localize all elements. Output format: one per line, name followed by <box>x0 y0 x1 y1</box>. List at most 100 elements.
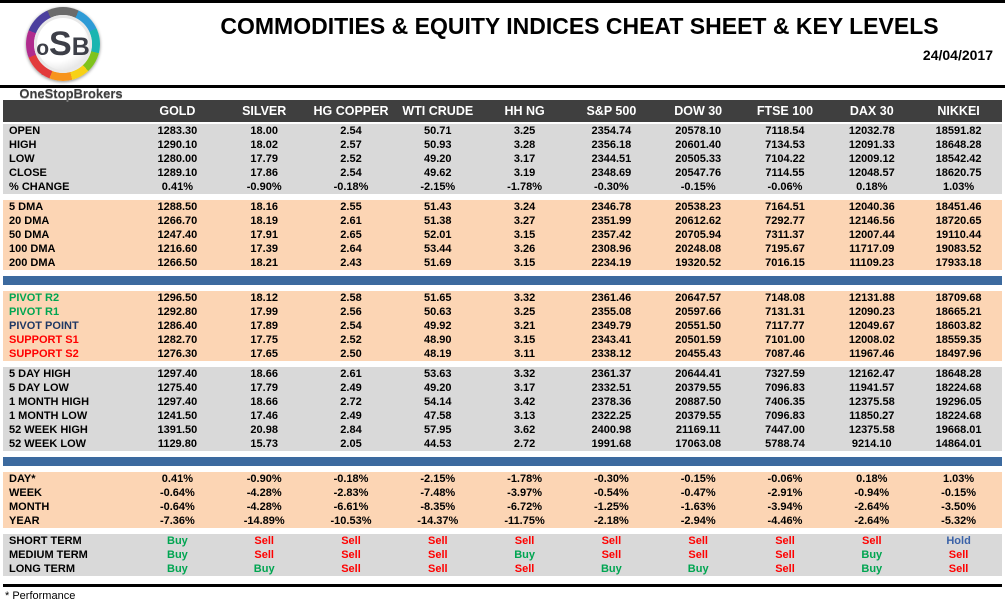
row-label-week: WEEK <box>3 486 134 500</box>
cell-week-nikkei: -0.15% <box>915 486 1002 500</box>
table-row-52-week-low: 52 WEEK LOW 1129.80 15.73 2.05 44.53 2.72 1991… <box>3 437 1002 451</box>
block-gap <box>3 528 1002 534</box>
cell-year-silver: -14.89% <box>220 514 308 528</box>
table-row-close: CLOSE 1289.10 17.86 2.54 49.62 3.19 2348.69 205… <box>3 166 1002 180</box>
cell-5-day-low-ftse-100: 7096.83 <box>741 381 829 395</box>
report-date: 24/04/2017 <box>922 47 993 63</box>
cell-support-s2-hh-ng: 3.11 <box>481 347 568 361</box>
cell-20-dma-nikkei: 18720.65 <box>915 214 1002 228</box>
cell-20-dma-gold: 1266.70 <box>134 214 221 228</box>
row-label-long-term: LONG TERM <box>3 562 134 576</box>
cell-100-dma-hh-ng: 3.26 <box>481 242 568 256</box>
cell-long-term-hh-ng: Sell <box>481 562 568 576</box>
cell-open-dax-30: 12032.78 <box>828 123 916 138</box>
block-gap <box>3 285 1002 291</box>
cell-support-s2-s-p-500: 2338.12 <box>567 347 655 361</box>
cell-day-ftse-100: -0.06% <box>741 472 829 486</box>
table-row-day: DAY* 0.41% -0.90% -0.18% -2.15% -1.78% -0.30% -… <box>3 472 1002 486</box>
cell-1-month-low-nikkei: 18224.68 <box>915 409 1002 423</box>
cell-200-dma-s-p-500: 2234.19 <box>567 256 655 270</box>
cell-open-wti-crude: 50.71 <box>394 123 482 138</box>
cell-close-silver: 17.86 <box>220 166 308 180</box>
cell-52-week-low-ftse-100: 5788.74 <box>741 437 829 451</box>
cell-high-hh-ng: 3.28 <box>481 138 568 152</box>
cell-100-dma-dow-30: 20248.08 <box>654 242 742 256</box>
cell-5-dma-dax-30: 12040.36 <box>828 200 916 214</box>
cell-pivot-point-s-p-500: 2349.79 <box>567 319 655 333</box>
cell-52-week-high-gold: 1391.50 <box>134 423 221 437</box>
cell-support-s1-gold: 1282.70 <box>134 333 221 347</box>
cell-5-day-high-ftse-100: 7327.59 <box>741 367 829 381</box>
cell-52-week-low-s-p-500: 1991.68 <box>567 437 655 451</box>
cell-pivot-r1-dax-30: 12090.23 <box>828 305 916 319</box>
cell-1-month-low-ftse-100: 7096.83 <box>741 409 829 423</box>
cell-52-week-low-gold: 1129.80 <box>134 437 221 451</box>
cell-change-silver: -0.90% <box>220 180 308 194</box>
cell-week-silver: -4.28% <box>220 486 308 500</box>
cell-1-month-low-hh-ng: 3.13 <box>481 409 568 423</box>
row-label-pivot-r2: PIVOT R2 <box>3 291 134 305</box>
cell-week-gold: -0.64% <box>134 486 221 500</box>
table-row-short-term: SHORT TERM Buy Sell Sell Sell Sell Sell Sell Sel… <box>3 534 1002 548</box>
cell-medium-term-wti-crude: Sell <box>394 548 482 562</box>
cell-20-dma-dax-30: 12146.56 <box>828 214 916 228</box>
cell-short-term-dax-30: Sell <box>828 534 916 548</box>
cell-52-week-high-ftse-100: 7447.00 <box>741 423 829 437</box>
cell-high-dax-30: 12091.33 <box>828 138 916 152</box>
cell-support-s1-hh-ng: 3.15 <box>481 333 568 347</box>
cell-year-nikkei: -5.32% <box>915 514 1002 528</box>
cell-pivot-r1-gold: 1292.80 <box>134 305 221 319</box>
table-row-pivot-r2: PIVOT R2 1296.50 18.12 2.58 51.65 3.32 2361.46… <box>3 291 1002 305</box>
cell-20-dma-hg-copper: 2.61 <box>307 214 395 228</box>
block-gap <box>3 361 1002 367</box>
cell-low-dax-30: 12009.12 <box>828 152 916 166</box>
cell-support-s1-silver: 17.75 <box>220 333 308 347</box>
row-label-5-dma: 5 DMA <box>3 200 134 214</box>
row-label-5-day-high: 5 DAY HIGH <box>3 367 134 381</box>
cell-change-dow-30: -0.15% <box>654 180 742 194</box>
cell-5-dma-dow-30: 20538.23 <box>654 200 742 214</box>
cell-support-s1-wti-crude: 48.90 <box>394 333 482 347</box>
cell-52-week-low-hg-copper: 2.05 <box>307 437 395 451</box>
cell-5-day-low-wti-crude: 49.20 <box>394 381 482 395</box>
cell-close-hh-ng: 3.19 <box>481 166 568 180</box>
cell-1-month-high-gold: 1297.40 <box>134 395 221 409</box>
row-label-support-s2: SUPPORT S2 <box>3 347 134 361</box>
cell-pivot-r2-hg-copper: 2.58 <box>307 291 395 305</box>
cell-1-month-high-silver: 18.66 <box>220 395 308 409</box>
cell-support-s1-ftse-100: 7101.00 <box>741 333 829 347</box>
cell-close-dow-30: 20547.76 <box>654 166 742 180</box>
cell-5-dma-gold: 1288.50 <box>134 200 221 214</box>
row-label-close: CLOSE <box>3 166 134 180</box>
row-label-100-dma: 100 DMA <box>3 242 134 256</box>
cell-long-term-ftse-100: Sell <box>741 562 829 576</box>
cell-support-s2-nikkei: 18497.96 <box>915 347 1002 361</box>
cell-52-week-high-s-p-500: 2400.98 <box>567 423 655 437</box>
cell-low-nikkei: 18542.42 <box>915 152 1002 166</box>
cell-medium-term-gold: Buy <box>134 548 221 562</box>
cell-month-silver: -4.28% <box>220 500 308 514</box>
row-label-50-dma: 50 DMA <box>3 228 134 242</box>
table-row-month: MONTH -0.64% -4.28% -6.61% -8.35% -6.72% -1.25… <box>3 500 1002 514</box>
cell-short-term-nikkei: Hold <box>915 534 1002 548</box>
cell-5-day-low-s-p-500: 2332.51 <box>567 381 655 395</box>
cell-5-day-low-hg-copper: 2.49 <box>307 381 395 395</box>
blue-separator-bar <box>3 276 1002 285</box>
cell-medium-term-dax-30: Buy <box>828 548 916 562</box>
cell-pivot-point-silver: 17.89 <box>220 319 308 333</box>
cell-day-silver: -0.90% <box>220 472 308 486</box>
cell-month-hh-ng: -6.72% <box>481 500 568 514</box>
cell-open-hg-copper: 2.54 <box>307 123 395 138</box>
cell-week-ftse-100: -2.91% <box>741 486 829 500</box>
cell-1-month-low-gold: 1241.50 <box>134 409 221 423</box>
cell-5-dma-silver: 18.16 <box>220 200 308 214</box>
column-header-silver: SILVER <box>220 100 308 124</box>
cell-high-s-p-500: 2356.18 <box>567 138 655 152</box>
cell-year-dax-30: -2.64% <box>828 514 916 528</box>
cell-short-term-silver: Sell <box>220 534 308 548</box>
row-label-pivot-r1: PIVOT R1 <box>3 305 134 319</box>
cell-open-hh-ng: 3.25 <box>481 123 568 138</box>
cell-52-week-high-wti-crude: 57.95 <box>394 423 482 437</box>
cell-1-month-high-nikkei: 19296.05 <box>915 395 1002 409</box>
cell-pivot-r1-hg-copper: 2.56 <box>307 305 395 319</box>
